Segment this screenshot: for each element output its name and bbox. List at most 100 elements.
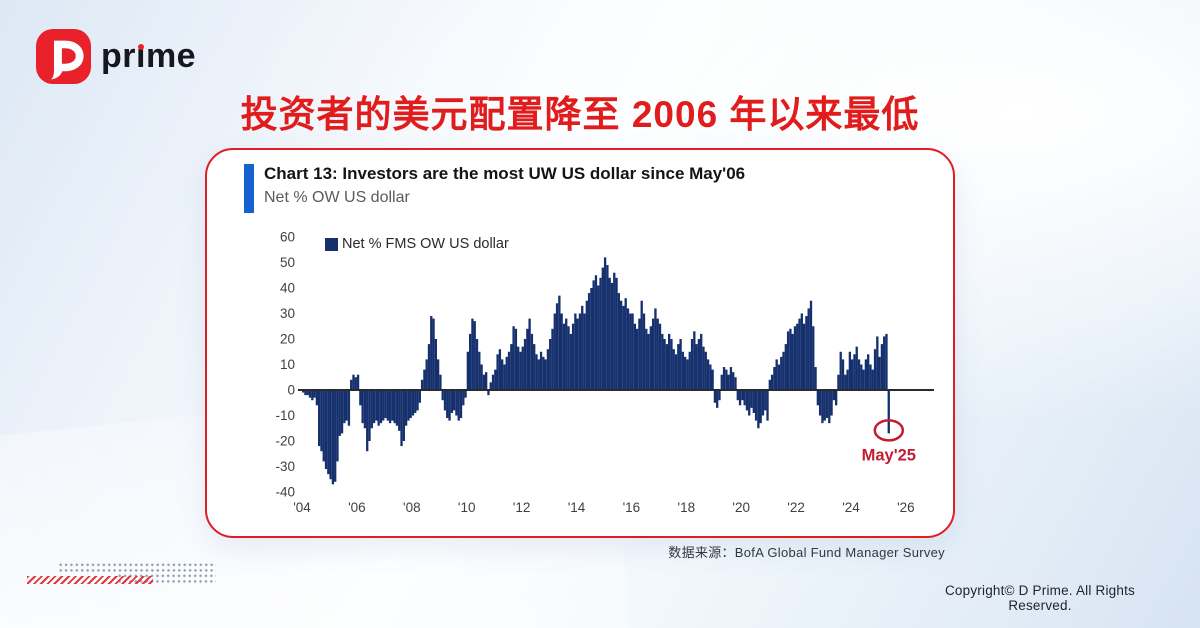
bar	[471, 318, 474, 390]
bar	[791, 333, 794, 390]
bar	[594, 275, 598, 390]
bar	[818, 390, 822, 416]
bar	[441, 390, 444, 401]
bar	[613, 272, 616, 390]
bar	[677, 344, 680, 390]
bar	[485, 372, 488, 390]
bar	[567, 326, 570, 390]
bar	[329, 390, 332, 480]
bar	[366, 390, 369, 452]
bar	[834, 390, 838, 406]
bar	[334, 390, 337, 482]
bar	[601, 267, 604, 390]
bar	[391, 390, 394, 421]
bar	[370, 390, 373, 429]
bar	[327, 390, 330, 475]
bar	[308, 390, 312, 398]
x-tick-label: '14	[568, 500, 586, 515]
bar	[535, 354, 538, 390]
bar	[375, 390, 378, 421]
bar	[377, 390, 380, 426]
x-tick-label: '26	[897, 500, 915, 515]
bar	[615, 277, 618, 390]
bar	[750, 390, 753, 408]
bar	[823, 390, 826, 421]
bar	[812, 326, 815, 390]
bar	[798, 318, 801, 390]
bar	[766, 390, 769, 421]
bar	[473, 321, 476, 390]
bar	[432, 318, 435, 390]
bar	[830, 390, 833, 416]
bar	[626, 308, 630, 390]
x-tick-label: '08	[403, 500, 421, 515]
bar	[770, 374, 774, 390]
bar	[773, 367, 776, 390]
bar	[716, 390, 719, 408]
y-tick-label: 0	[287, 383, 295, 398]
bar	[510, 344, 513, 390]
bar	[571, 323, 575, 390]
bar	[745, 390, 749, 411]
bar	[583, 313, 586, 390]
bar	[468, 333, 472, 390]
bar	[427, 344, 431, 390]
bar	[523, 339, 527, 390]
bars	[302, 257, 890, 485]
bar	[363, 390, 367, 429]
bar	[651, 318, 655, 390]
bar	[873, 349, 877, 390]
bar	[619, 300, 623, 390]
bar	[656, 318, 659, 390]
bar	[478, 351, 481, 390]
bar	[489, 382, 492, 390]
bar	[608, 277, 611, 390]
bar	[306, 390, 309, 396]
bar	[528, 318, 531, 390]
bar	[494, 369, 497, 390]
bar	[734, 377, 737, 390]
annotation-label: May'25	[862, 446, 916, 464]
bar	[686, 359, 689, 390]
chart-legend: Net % FMS OW US dollar	[325, 236, 509, 252]
bar	[647, 333, 650, 390]
bar	[425, 359, 428, 390]
bar	[530, 333, 534, 390]
bar	[622, 305, 625, 390]
bar	[668, 333, 671, 390]
bar	[748, 390, 751, 416]
bar	[841, 359, 845, 390]
bar	[839, 351, 842, 390]
bar	[542, 356, 545, 390]
bar	[560, 313, 563, 390]
bar	[526, 328, 529, 390]
x-tick-label: '04	[293, 500, 311, 515]
bar	[546, 349, 550, 390]
bar	[743, 390, 746, 406]
bar	[430, 316, 433, 390]
bar	[356, 374, 360, 390]
bar	[315, 390, 319, 406]
legend-label: Net % FMS OW US dollar	[342, 236, 509, 252]
bar	[809, 300, 813, 390]
bar	[585, 300, 588, 390]
bar	[718, 390, 721, 401]
bar	[324, 390, 328, 470]
bar	[674, 354, 678, 390]
brand-logo: prı me	[36, 29, 196, 84]
x-tick-label: '12	[513, 500, 531, 515]
bar	[455, 390, 458, 416]
bar	[837, 374, 840, 390]
x-tick-label: '20	[732, 500, 750, 515]
bar	[645, 328, 648, 390]
bar	[864, 359, 868, 390]
bar	[512, 326, 515, 390]
bar	[519, 351, 522, 390]
bar	[578, 313, 582, 390]
bar	[466, 351, 470, 390]
bar	[491, 374, 495, 390]
bar	[448, 390, 451, 421]
bar	[883, 336, 886, 390]
x-tick-label: '10	[458, 500, 476, 515]
bar	[857, 359, 861, 390]
